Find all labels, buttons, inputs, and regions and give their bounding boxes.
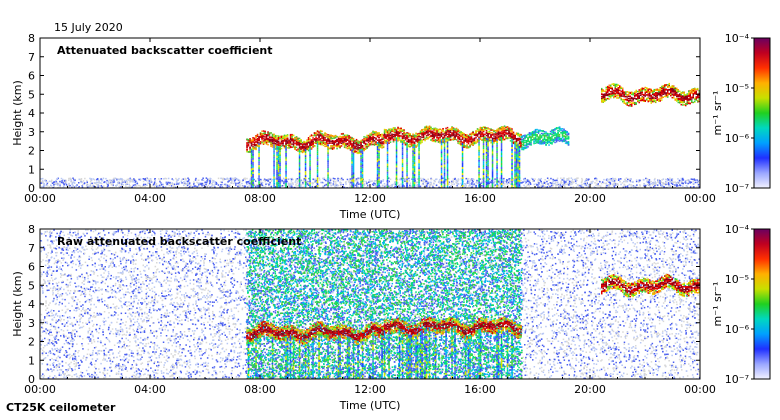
feature-elevated-cloud: [601, 273, 700, 298]
x-tick-label: 12:00: [354, 383, 386, 396]
feature-boundary-layer-top: [383, 125, 522, 188]
x-axis-label: Time (UTC): [339, 208, 401, 221]
instrument-label: CT25K ceilometer: [6, 401, 115, 414]
colorbar-tick-label: 10⁻⁶: [725, 132, 750, 145]
x-tick-label: 16:00: [464, 383, 496, 396]
x-tick-label: 08:00: [244, 383, 276, 396]
y-tick-label: 6: [28, 261, 35, 274]
feature-boundary-layer-top: [246, 129, 385, 188]
y-tick-label: 1: [28, 354, 35, 367]
y-tick-label: 0: [28, 182, 35, 195]
y-tick-label: 0: [28, 373, 35, 386]
panel-title: Attenuated backscatter coefficient: [57, 44, 273, 57]
colorbar-gradient: [753, 228, 771, 380]
feature-boundary-layer-top: [383, 316, 522, 379]
panel-1: 00:00 04:00 08:00 12:00 16:00 20:00 00:0001234…: [11, 32, 771, 221]
y-tick-label: 4: [28, 298, 35, 311]
x-tick-label: 20:00: [574, 383, 606, 396]
y-axis-label: Height (km): [11, 80, 24, 146]
colorbar-units: m⁻¹ sr⁻¹: [711, 282, 724, 327]
y-tick-label: 1: [28, 163, 35, 176]
colorbar-tick-label: 10⁻⁶: [725, 323, 750, 336]
y-tick-label: 8: [28, 223, 35, 236]
colorbar: 10⁻⁴ 10⁻⁵ 10⁻⁶ 10⁻⁷ m⁻¹ sr⁻¹: [711, 32, 771, 195]
heatmap-area: [40, 229, 700, 379]
y-tick-label: 8: [28, 32, 35, 45]
y-tick-label: 7: [28, 242, 35, 255]
heatmap-area: [40, 82, 700, 188]
colorbar-tick-label: 10⁻⁴: [725, 223, 750, 236]
x-tick-label: 12:00: [354, 192, 386, 205]
colorbar-tick-label: 10⁻⁷: [725, 373, 749, 386]
colorbar-tick-label: 10⁻⁴: [725, 32, 750, 45]
colorbar-units: m⁻¹ sr⁻¹: [711, 91, 724, 136]
x-tick-label: 04:00: [134, 383, 166, 396]
y-tick-label: 2: [28, 145, 35, 158]
y-tick-label: 2: [28, 336, 35, 349]
date-label: 15 July 2020: [54, 21, 123, 34]
x-tick-label: 00:00: [24, 192, 56, 205]
plot-frame: [39, 37, 701, 189]
y-tick-label: 6: [28, 70, 35, 83]
colorbar-tick-label: 10⁻⁵: [725, 273, 749, 286]
colorbar-tick-label: 10⁻⁵: [725, 82, 749, 95]
x-tick-label: 08:00: [244, 192, 276, 205]
x-tick-label: 00:00: [684, 383, 716, 396]
y-tick-label: 4: [28, 107, 35, 120]
colorbar-gradient: [753, 37, 771, 189]
feature-noise-floor: [40, 177, 700, 188]
feature-boundary-layer-top: [246, 320, 385, 379]
y-tick-label: 5: [28, 88, 35, 101]
x-tick-label: 04:00: [134, 192, 166, 205]
y-tick-label: 7: [28, 51, 35, 64]
colorbar-tick-label: 10⁻⁷: [725, 182, 749, 195]
panel-2: 00:00 04:00 08:00 12:00 16:00 20:00 00:0001234…: [11, 223, 771, 412]
feature-aerosol-layer: [521, 126, 570, 151]
x-axis-label: Time (UTC): [339, 399, 401, 412]
y-tick-label: 3: [28, 126, 35, 139]
y-axis-label: Height (km): [11, 271, 24, 337]
panel-title: Raw attenuated backscatter coefficient: [57, 235, 301, 248]
x-tick-label: 16:00: [464, 192, 496, 205]
x-tick-label: 00:00: [684, 192, 716, 205]
x-tick-label: 20:00: [574, 192, 606, 205]
colorbar: 10⁻⁴ 10⁻⁵ 10⁻⁶ 10⁻⁷ m⁻¹ sr⁻¹: [711, 223, 771, 386]
y-tick-label: 3: [28, 317, 35, 330]
y-tick-label: 5: [28, 279, 35, 292]
feature-elevated-cloud: [601, 82, 700, 107]
x-tick-label: 00:00: [24, 383, 56, 396]
